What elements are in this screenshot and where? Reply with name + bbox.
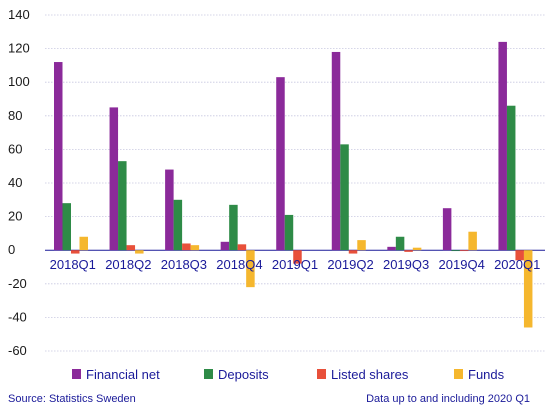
y-tick-label: 80 (8, 108, 22, 123)
x-category-label: 2019Q4 (439, 257, 485, 272)
y-tick-label: 120 (8, 41, 30, 56)
bar (118, 161, 127, 251)
bar (165, 169, 174, 251)
bar (404, 250, 413, 252)
bar (340, 144, 349, 251)
bar (62, 203, 71, 251)
x-category-label: 2018Q4 (216, 257, 262, 272)
bar (71, 250, 80, 254)
bar (173, 199, 183, 251)
bar (246, 250, 255, 288)
bar (126, 245, 136, 251)
y-axis-ticks: 140 120 100 80 60 40 20 0 -20 -40 -60 (8, 7, 30, 358)
bar (412, 247, 422, 251)
bar (357, 240, 366, 251)
legend-label: Deposits (218, 367, 269, 382)
legend-label: Funds (468, 367, 505, 382)
bar (498, 41, 507, 251)
y-tick-label: -40 (8, 309, 27, 324)
bar (468, 231, 477, 251)
y-tick-label: 20 (8, 209, 22, 224)
x-category-label: 2019Q3 (383, 257, 429, 272)
bars (54, 41, 533, 328)
y-tick-label: 40 (8, 175, 22, 190)
bar (79, 236, 88, 251)
bar (284, 214, 294, 251)
bar (459, 250, 469, 252)
bar (395, 236, 405, 251)
bar (135, 250, 144, 254)
y-tick-label: 140 (8, 7, 30, 22)
bar (523, 250, 533, 328)
legend-swatch (72, 369, 81, 379)
x-category-label: 2020Q1 (494, 257, 540, 272)
x-category-label: 2019Q1 (272, 257, 318, 272)
bar (276, 77, 285, 251)
bar (506, 105, 516, 251)
legend-label: Financial net (86, 367, 160, 382)
y-tick-label: 60 (8, 141, 22, 156)
legend-label: Listed shares (331, 367, 409, 382)
legend-swatch (454, 369, 463, 379)
bar (387, 246, 396, 251)
bar (182, 243, 191, 251)
bar (331, 51, 341, 251)
y-tick-label: 100 (8, 74, 30, 89)
bar (515, 250, 524, 261)
legend-swatch (317, 369, 326, 379)
y-tick-label: -60 (8, 343, 27, 358)
bar (348, 250, 358, 254)
bar (451, 250, 460, 252)
bar (54, 62, 63, 251)
bar (293, 250, 302, 264)
x-axis-category-labels: 2018Q1 2018Q2 2018Q3 2018Q4 2019Q1 2019Q2 2019… (50, 257, 541, 272)
x-category-label: 2018Q3 (161, 257, 207, 272)
legend: Financial net Deposits Listed shares Funds (72, 367, 505, 382)
bar (237, 244, 247, 251)
data-coverage-note: Data up to and including 2020 Q1 (366, 393, 530, 405)
source-note: Source: Statistics Sweden (8, 393, 136, 405)
bar (190, 245, 200, 251)
x-category-label: 2018Q1 (50, 257, 96, 272)
legend-swatch (204, 369, 213, 379)
y-tick-label: -20 (8, 276, 27, 291)
bar (109, 107, 119, 251)
y-tick-label: 0 (8, 242, 15, 257)
x-category-label: 2018Q2 (105, 257, 151, 272)
bar (442, 208, 452, 251)
bar (229, 204, 238, 251)
bar (220, 241, 230, 251)
x-category-label: 2019Q2 (327, 257, 373, 272)
